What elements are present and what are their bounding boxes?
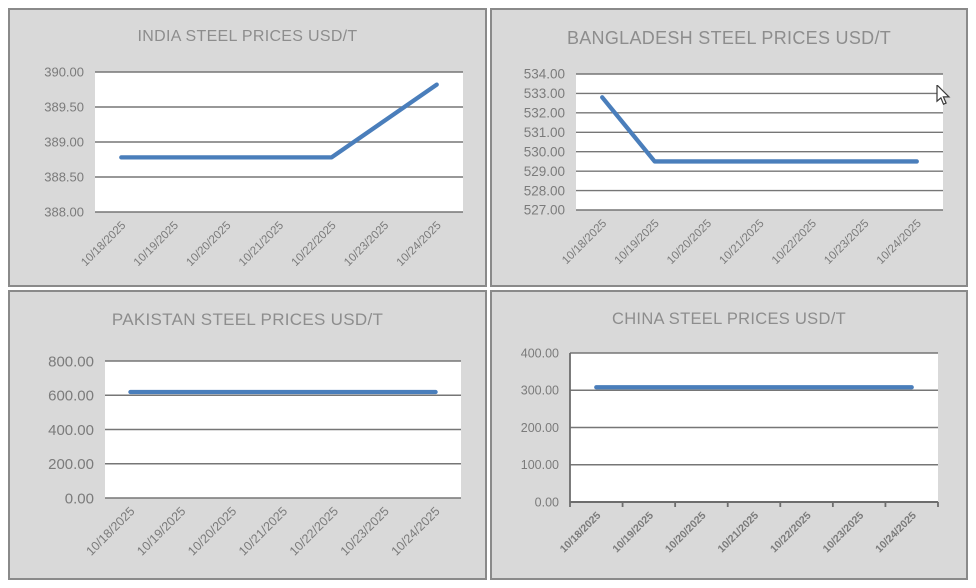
chart-canvas-india: 390.00 389.50 389.00 388.50 388.0010/18/2025… (44, 65, 463, 269)
x-tick-label: 10/24/2025 (389, 504, 443, 558)
x-tick-label: 10/19/2025 (610, 510, 656, 556)
svg-text:390.00: 390.00 (44, 65, 84, 80)
x-tick-label: 10/21/2025 (715, 510, 761, 556)
x-tick-label: 10/20/2025 (665, 218, 714, 267)
x-tick-label: 10/21/2025 (237, 220, 286, 269)
chart-title-india: INDIA STEEL PRICES USD/T (137, 28, 358, 45)
charts-grid: 390.00 389.50 389.00 388.50 388.00 10/18/2025… (8, 8, 968, 580)
price-line-bangladesh (600, 95, 919, 164)
svg-text:528.00: 528.00 (524, 183, 565, 198)
x-tick-label: 10/18/2025 (558, 510, 604, 556)
svg-text:533.00: 533.00 (524, 86, 565, 101)
x-tick-label: 10/19/2025 (134, 504, 188, 558)
chart-title-bangladesh: BANGLADESH STEEL PRICES USD/T (566, 28, 892, 48)
x-tick-label: 10/21/2025 (236, 504, 290, 558)
x-tick-label: 10/20/2025 (663, 510, 709, 556)
svg-text:389.50: 389.50 (44, 100, 84, 115)
x-tick-label: 10/24/2025 (873, 510, 919, 556)
svg-text:100.00: 100.00 (521, 458, 559, 472)
x-tick-label: 10/24/2025 (875, 218, 924, 267)
x-tick-label: 10/23/2025 (821, 510, 867, 556)
svg-text:531.00: 531.00 (524, 125, 565, 140)
svg-text:0.00: 0.00 (65, 490, 94, 507)
svg-text:400.00: 400.00 (48, 422, 94, 439)
x-tick-label: 10/22/2025 (768, 510, 814, 556)
chart-canvas-pakistan: 800.00600.00400.00200.000.0010/18/202510… (48, 353, 461, 558)
svg-text:800.00: 800.00 (48, 353, 94, 370)
svg-text:529.00: 529.00 (524, 164, 565, 179)
svg-text:388.50: 388.50 (44, 170, 84, 185)
x-tick-label: 10/18/2025 (83, 504, 137, 558)
svg-text:200.00: 200.00 (48, 456, 94, 473)
chart-canvas-bangladesh: 534.00 533.00 532.00 531.00 530.00 529.00 528.… (524, 67, 943, 267)
svg-text:532.00: 532.00 (524, 106, 565, 121)
svg-text:530.00: 530.00 (524, 144, 565, 159)
svg-text:527.00: 527.00 (524, 203, 565, 218)
svg-text:0.00: 0.00 (535, 495, 559, 509)
svg-text:400.00: 400.00 (521, 346, 559, 360)
x-tick-label: 10/19/2025 (613, 218, 662, 267)
x-tick-label: 10/20/2025 (185, 504, 239, 558)
chart-panel-bangladesh: 534.00 533.00 532.00 531.00 530.00 529.00 528.… (490, 8, 968, 287)
chart-title-china: CHINA STEEL PRICES USD/T (612, 310, 846, 328)
chart-panel-pakistan: 800.00 600.00 400.00 200.00 0.00 10/18/2025 10… (8, 290, 487, 580)
x-tick-label: 10/18/2025 (79, 220, 128, 269)
svg-text:200.00: 200.00 (521, 421, 559, 435)
x-tick-label: 10/22/2025 (287, 504, 341, 558)
x-tick-label: 10/23/2025 (338, 504, 392, 558)
x-tick-label: 10/19/2025 (132, 220, 181, 269)
x-tick-label: 10/22/2025 (770, 218, 819, 267)
x-tick-label: 10/22/2025 (290, 220, 339, 269)
chart-panel-india: 390.00 389.50 389.00 388.50 388.00 10/18/2025… (8, 8, 487, 287)
x-tick-label: 10/23/2025 (342, 220, 391, 269)
svg-text:388.00: 388.00 (44, 205, 84, 220)
svg-text:534.00: 534.00 (524, 67, 565, 82)
price-line-india (119, 82, 439, 160)
chart-title-pakistan: PAKISTAN STEEL PRICES USD/T (111, 310, 384, 329)
mouse-pointer-icon (936, 85, 951, 105)
x-tick-label: 10/23/2025 (822, 218, 871, 267)
chart-panel-china: 400.00 300.00 200.00 100.00 0.00 10/18/2025 10… (490, 290, 968, 580)
x-tick-label: 10/20/2025 (184, 220, 233, 269)
svg-text:600.00: 600.00 (48, 388, 94, 405)
svg-text:300.00: 300.00 (521, 384, 559, 398)
svg-text:389.00: 389.00 (44, 135, 84, 150)
x-tick-label: 10/21/2025 (717, 218, 766, 267)
x-tick-label: 10/18/2025 (560, 218, 609, 267)
x-tick-label: 10/24/2025 (395, 220, 444, 269)
